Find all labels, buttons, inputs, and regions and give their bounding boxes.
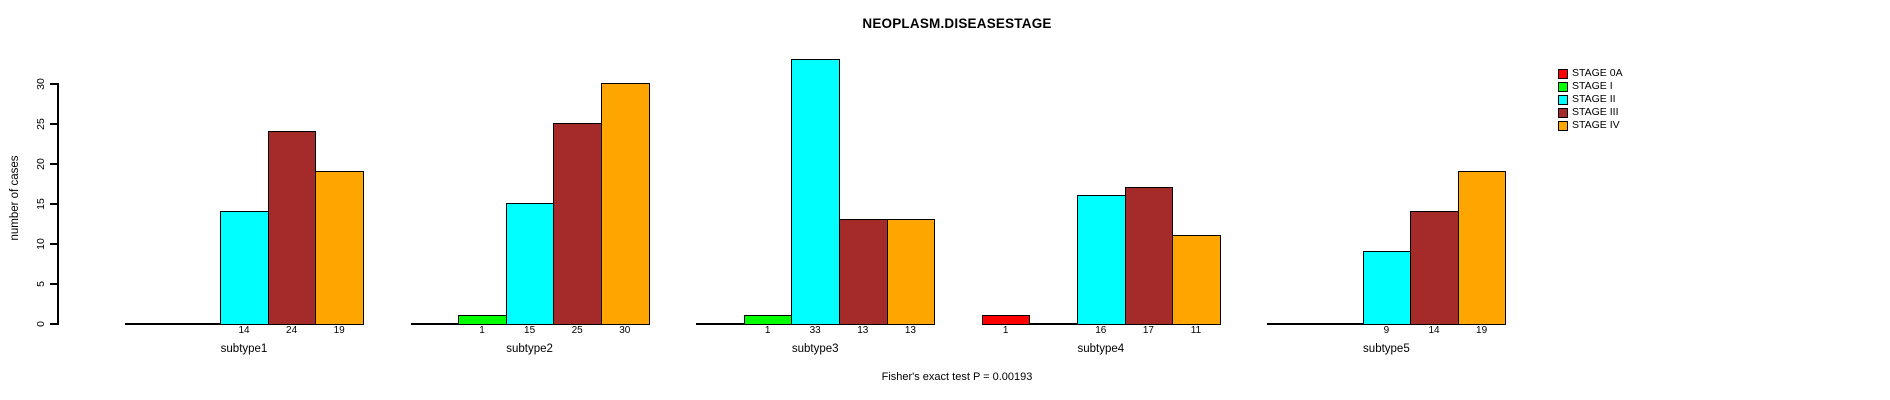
legend-label: STAGE I (1572, 80, 1613, 92)
y-axis-line (57, 83, 59, 325)
y-axis-label: number of cases (9, 155, 21, 241)
y-axis-tick-label: 30 (35, 77, 47, 90)
chart-title: NEOPLASM.DISEASESTAGE (862, 16, 1052, 31)
stage-bar (315, 171, 364, 325)
category-label: subtype5 (1363, 343, 1410, 355)
bar-value-label: 1 (764, 325, 771, 336)
y-axis-tick-label: 5 (35, 280, 47, 287)
legend-label: STAGE II (1572, 93, 1616, 105)
stage-bar (1077, 195, 1126, 325)
bar-value-label: 19 (333, 325, 345, 336)
stage-bar (1362, 251, 1412, 325)
stage-bar (743, 315, 793, 325)
stage-bar (220, 211, 269, 325)
stage-bar (1457, 171, 1507, 325)
bar-value-label: 16 (1095, 325, 1107, 336)
legend-entry: STAGE I (1558, 80, 1623, 93)
y-axis-tick-label: 20 (35, 157, 47, 170)
y-axis-tick (50, 283, 57, 285)
bar-value-label: 1 (1002, 325, 1009, 336)
y-axis-tick (50, 123, 57, 125)
legend-entry: STAGE III (1558, 106, 1623, 119)
y-axis-tick-label: 25 (35, 117, 47, 130)
y-axis-tick-label: 15 (35, 197, 47, 210)
stage-bar (553, 123, 602, 325)
y-axis-tick (50, 83, 57, 85)
category-label: subtype1 (220, 343, 268, 355)
legend-swatch-icon (1558, 94, 1568, 105)
y-axis-tick-label: 10 (35, 237, 47, 250)
bar-value-label: 1 (479, 325, 485, 336)
stage-bar (1410, 211, 1459, 325)
stage-bar (505, 203, 555, 325)
bar-value-label: 24 (286, 325, 298, 336)
y-axis-tick (50, 323, 57, 325)
bar-value-label: 17 (1142, 325, 1154, 336)
stage-bar (981, 315, 1031, 325)
legend-swatch-icon (1558, 68, 1568, 79)
category-label: subtype2 (506, 343, 553, 355)
stage-bar (601, 83, 650, 325)
legend-swatch-icon (1558, 107, 1568, 118)
footer-annotation: Fisher's exact test P = 0.00193 (881, 371, 1033, 383)
bar-value-label: 15 (524, 325, 536, 336)
y-axis-tick (50, 163, 57, 165)
legend-label: STAGE IV (1572, 119, 1620, 131)
legend-entry: STAGE IV (1558, 119, 1623, 132)
bar-value-label: 13 (904, 325, 916, 336)
legend-entry: STAGE II (1558, 93, 1623, 106)
category-label: subtype4 (1077, 343, 1125, 355)
y-axis-tick (50, 243, 57, 245)
stage-bar (886, 219, 936, 325)
y-axis-tick (50, 203, 57, 205)
y-axis-tick-label: 0 (35, 320, 47, 327)
stage-bar (267, 131, 317, 325)
bar-value-label: 33 (809, 325, 821, 336)
stage-bar (1124, 187, 1174, 325)
category-label: subtype3 (791, 343, 839, 355)
bar-value-label: 25 (571, 325, 583, 336)
bar-value-label: 30 (619, 325, 631, 336)
bar-value-label: 19 (1476, 325, 1488, 336)
bar-value-label: 9 (1383, 325, 1390, 336)
legend-swatch-icon (1558, 120, 1568, 131)
legend-entry: STAGE 0A (1558, 67, 1623, 80)
legend-label: STAGE 0A (1572, 67, 1623, 79)
stage-bar (1172, 235, 1221, 325)
legend: STAGE 0A STAGE I STAGE II STAGE III STAGE IV (1558, 67, 1623, 132)
bar-value-label: 14 (238, 325, 250, 336)
stage-bar (791, 59, 840, 325)
bar-value-label: 14 (1428, 325, 1440, 336)
bar-value-label: 11 (1190, 325, 1202, 336)
legend-swatch-icon (1558, 81, 1568, 92)
stage-bar (839, 219, 888, 325)
stage-bar (458, 315, 507, 325)
bar-value-label: 13 (857, 325, 869, 336)
legend-label: STAGE III (1572, 106, 1619, 118)
